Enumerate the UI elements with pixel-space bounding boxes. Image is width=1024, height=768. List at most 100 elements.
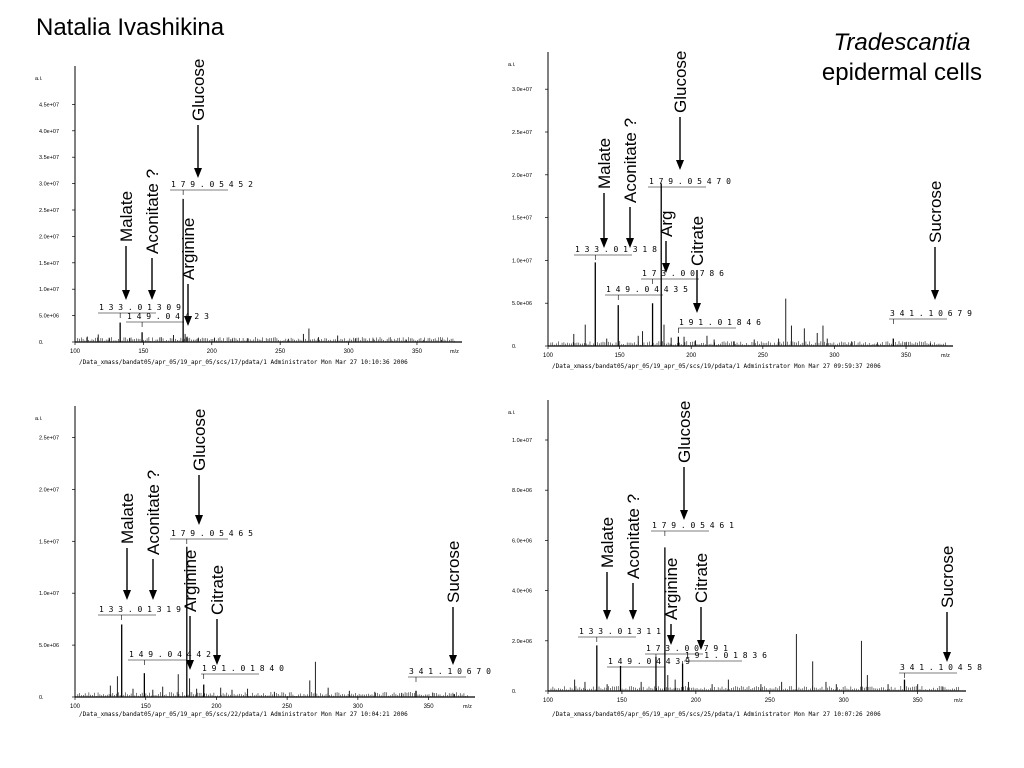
peak-label: 1 3 3 . 0 1 3 1 9 (99, 605, 181, 614)
x-tick-label: 100 (70, 704, 81, 710)
annotation-label: Aconitate ? (621, 118, 640, 203)
x-tick-label: 350 (901, 353, 912, 359)
annotation-glucose: Glucose (189, 59, 208, 178)
y-tick-label: 0. (39, 695, 44, 701)
x-tick-label: 250 (275, 349, 286, 355)
annotation-sucrose: Sucrose (444, 541, 463, 665)
y-tick-label: 2.0e+07 (39, 234, 59, 240)
y-tick-label: 4.0e+06 (512, 589, 532, 595)
y-tick-label: 4.5e+07 (39, 102, 59, 108)
y-tick-label: 1.5e+07 (39, 539, 59, 545)
annotation-label: Arg (657, 211, 676, 237)
x-tick-label: 200 (691, 698, 702, 704)
x-tick-label: 100 (543, 353, 554, 359)
annotation-label: Sucrose (444, 541, 463, 603)
annotation-citrate: Citrate (208, 565, 227, 665)
peak-label: 1 4 9 . 0 4 4 2 3 (127, 312, 209, 321)
y-tick-label: 0. (512, 689, 517, 695)
y-tick-label: 3.5e+07 (39, 155, 59, 161)
spectrum-panel-2: a.i. m/z 0. 5.0e+06 1.0e+07 1.5e+07 2.0e+07 2.5… (508, 51, 972, 370)
annotation-glucose: Glucose (190, 409, 209, 525)
annotation-label: Glucose (190, 409, 209, 471)
annotation-arrow-head (149, 590, 157, 600)
y-tick-label: 2.0e+06 (512, 639, 532, 645)
annotation-label: Malate (117, 191, 136, 242)
peak-label: 1 7 3 . 0 0 7 8 6 (642, 269, 724, 278)
peak-label: 1 3 3 . 0 1 3 1 1 (579, 627, 661, 636)
annotation-arrow-head (693, 303, 701, 313)
annotation-aconitate: Aconitate ? (144, 470, 163, 600)
y-axis-label: a.i. (35, 76, 43, 82)
y-tick-label: 5.0e+06 (512, 301, 532, 307)
x-tick-label: 100 (70, 349, 81, 355)
y-axis-label: a.i. (508, 62, 516, 68)
spectrum-panel-3: a.i. m/z 0. 5.0e+06 1.0e+07 1.5e+07 2.0e+07 2.5… (35, 406, 491, 718)
peak-label: 1 7 9 . 0 5 4 5 2 (171, 180, 253, 189)
annotation-sucrose: Sucrose (938, 546, 957, 662)
x-tick-label: 200 (211, 704, 222, 710)
x-tick-label: 250 (758, 353, 769, 359)
annotation-label: Malate (598, 517, 617, 568)
x-axis-label: m/z (450, 349, 459, 355)
annotation-arrow-head (676, 160, 684, 170)
annotation-label: Citrate (692, 553, 711, 603)
annotation-arrow-head (667, 635, 675, 645)
annotation-arrow-head (943, 652, 951, 662)
annotation-aconitate: Aconitate ? (624, 494, 643, 620)
y-tick-label: 5.0e+06 (39, 314, 59, 320)
panel-footer: /Data_xmass/bandat05/apr_05/19_apr_05/sc… (552, 363, 881, 370)
annotation-label: Arginine (181, 550, 200, 612)
x-tick-label: 150 (615, 353, 626, 359)
annotation-arrow-head (123, 590, 131, 600)
annotation-arrow-head (600, 238, 608, 248)
y-tick-label: 3.0e+07 (39, 182, 59, 188)
spectrum-panel-1: a.i. m/z 0. 5.0e+06 1.0e+07 1.5e+07 2.0e+07 2.5… (35, 59, 462, 366)
y-tick-label: 6.0e+06 (512, 538, 532, 544)
peak-label: 3 4 1 . 1 0 4 5 8 (900, 663, 982, 672)
annotation-label: Glucose (189, 59, 208, 121)
annotation-label: Malate (595, 138, 614, 189)
annotation-aconitate: Aconitate ? (621, 118, 640, 248)
peak-label: 1 7 3 . 0 0 7 9 1 (646, 644, 728, 653)
panel-footer: /Data_xmass/bandat05/apr_05/19_apr_05/sc… (79, 359, 408, 366)
y-tick-label: 2.5e+07 (39, 208, 59, 214)
peak-label: 1 9 1 . 0 1 8 4 0 (202, 664, 284, 673)
annotation-label: Citrate (688, 216, 707, 266)
y-axis-label: a.i. (508, 410, 516, 416)
annotation-arrow-head (186, 660, 194, 670)
annotation-label: Sucrose (926, 181, 945, 243)
annotation-arrow-head (148, 290, 156, 300)
y-tick-label: 0. (39, 340, 44, 346)
x-tick-label: 350 (424, 704, 435, 710)
peak-label: 1 7 9 . 0 5 4 6 5 (171, 529, 253, 538)
annotation-citrate: Citrate (688, 216, 707, 313)
annotation-arrow-head (449, 655, 457, 665)
annotation-arrow-head (697, 640, 705, 650)
y-tick-label: 2.0e+07 (512, 173, 532, 179)
annotation-citrate: Citrate (692, 553, 711, 650)
x-tick-label: 350 (412, 349, 423, 355)
y-tick-label: 3.0e+07 (512, 87, 532, 93)
panel-footer: /Data_xmass/bandat05/apr_05/19_apr_05/sc… (552, 711, 881, 718)
annotation-arrow-head (662, 263, 670, 273)
x-tick-label: 300 (829, 353, 840, 359)
annotation-label: Aconitate ? (144, 470, 163, 555)
annotation-malate: Malate (117, 191, 136, 300)
annotation-label: Malate (118, 493, 137, 544)
annotation-label: Sucrose (938, 546, 957, 608)
x-tick-label: 100 (543, 698, 554, 704)
y-axis-label: a.i. (35, 416, 43, 422)
peak-label: 3 4 1 . 1 0 6 7 9 (890, 309, 972, 318)
peak-label: 1 7 9 . 0 5 4 7 0 (649, 177, 731, 186)
y-tick-label: 2.5e+07 (39, 436, 59, 442)
x-axis-label: m/z (941, 353, 950, 359)
annotation-label: Arginine (179, 218, 198, 280)
x-tick-label: 300 (839, 698, 850, 704)
peak-label: 1 9 1 . 0 1 8 3 6 (685, 651, 767, 660)
annotation-arrow-head (626, 238, 634, 248)
peak-label: 1 9 1 . 0 1 8 4 6 (679, 318, 761, 327)
y-tick-label: 1.0e+07 (39, 591, 59, 597)
y-tick-label: 1.0e+07 (39, 287, 59, 293)
annotation-malate: Malate (118, 493, 137, 600)
peak-label: 1 3 3 . 0 1 3 1 8 (575, 245, 657, 254)
